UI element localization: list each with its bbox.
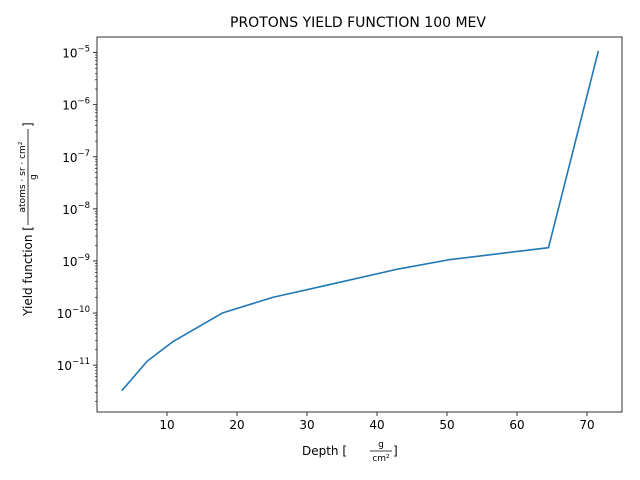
x-axis-ticks: 10 20 30 40 50 60 70 [159, 412, 595, 432]
y-tick-label: 10−6 [62, 97, 90, 113]
x-axis-label: Depth [ g cm² ] [302, 440, 398, 464]
y-tick-label: 10−8 [62, 201, 90, 217]
x-axis-label-denominator: cm² [372, 454, 390, 464]
x-tick-label: 50 [439, 418, 454, 432]
x-tick-label: 20 [229, 418, 244, 432]
x-tick-label: 60 [509, 418, 524, 432]
y-tick-label: 10−7 [62, 149, 90, 165]
y-axis-label-denominator: g [29, 174, 39, 180]
y-tick-label: 10−10 [57, 305, 90, 321]
y-tick-label: 10−9 [62, 253, 90, 269]
x-tick-label: 30 [299, 418, 314, 432]
y-axis-label-numerator: atoms · sr · cm² [18, 141, 28, 212]
plot-axes [96, 36, 623, 413]
series-line [121, 50, 600, 392]
x-tick-label: 40 [369, 418, 384, 432]
chart-title: PROTONS YIELD FUNCTION 100 MEV [230, 15, 486, 31]
x-axis-label-prefix: Depth [ [302, 444, 347, 458]
x-axis-label-numerator: g [378, 440, 384, 450]
y-axis-label-prefix: Yield function [ [21, 226, 35, 317]
y-axis-label: Yield function [ atoms · sr · cm² g ] [18, 122, 39, 317]
y-axis-label-suffix: ] [21, 122, 35, 127]
y-axis-ticks: 10−11 10−10 10−9 10−8 10−7 10−6 10−5 [57, 45, 97, 402]
x-tick-label: 70 [579, 418, 594, 432]
series-layer [121, 50, 600, 392]
x-tick-label: 10 [159, 418, 174, 432]
y-tick-label: 10−11 [57, 357, 90, 373]
y-tick-label: 10−5 [62, 45, 90, 61]
plot-frame [96, 36, 623, 413]
x-axis-label-suffix: ] [393, 444, 398, 458]
